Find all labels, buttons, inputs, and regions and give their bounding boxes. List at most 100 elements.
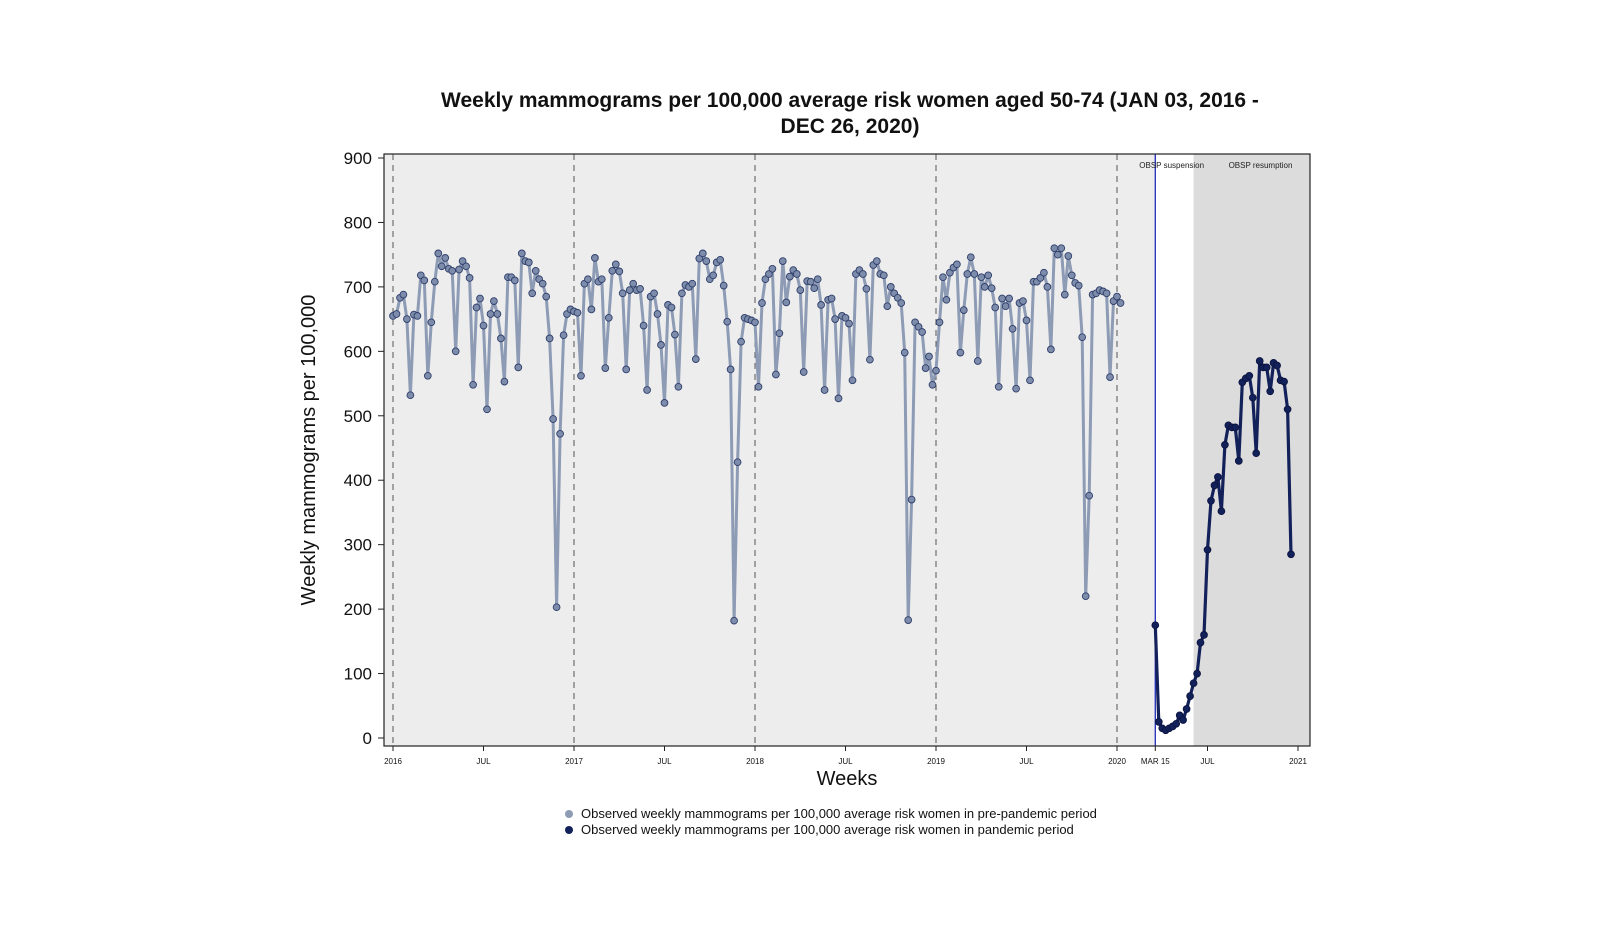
data-point-pre-pandemic: [994, 382, 1003, 391]
data-point-pre-pandemic: [778, 257, 787, 265]
data-point-pre-pandemic: [698, 249, 707, 258]
data-point-pre-pandemic: [935, 318, 944, 327]
legend-marker-pandemic: [565, 826, 573, 834]
data-point-pre-pandemic: [806, 277, 815, 286]
data-point-pandemic: [1189, 679, 1198, 688]
data-point-pandemic: [1210, 481, 1219, 490]
data-point-pre-pandemic: [831, 315, 839, 323]
data-point-pandemic: [1255, 357, 1264, 365]
data-point-pandemic: [1151, 621, 1160, 630]
data-point-pre-pandemic: [810, 284, 819, 293]
data-point-pre-pandemic: [733, 458, 742, 467]
data-point-pre-pandemic: [462, 262, 470, 271]
data-point-pre-pandemic: [848, 376, 857, 385]
data-point-pre-pandemic: [1001, 302, 1010, 311]
data-point-pandemic: [1262, 363, 1271, 372]
data-point-pre-pandemic: [472, 303, 481, 312]
data-point-pandemic: [1266, 387, 1275, 396]
data-point-pre-pandemic: [552, 603, 561, 612]
data-point-pre-pandemic: [726, 365, 735, 374]
data-point-pre-pandemic: [601, 364, 610, 372]
data-point-pre-pandemic: [674, 382, 683, 391]
data-point-pandemic: [1200, 631, 1208, 639]
x-axis-label: Weeks: [817, 768, 878, 790]
data-point-pre-pandemic: [939, 273, 947, 282]
data-point-pandemic: [1248, 393, 1257, 402]
data-point-pre-pandemic: [925, 352, 933, 361]
x-tick-label: JUL: [476, 757, 491, 766]
data-point-pre-pandemic: [928, 380, 937, 389]
annotation-obsp-resumption: OBSP resumption: [1229, 161, 1293, 170]
data-point-pre-pandemic: [845, 319, 853, 328]
data-point-pre-pandemic: [897, 299, 906, 307]
data-point-pre-pandemic: [1106, 373, 1114, 381]
chart-title-line-1: Weekly mammograms per 100,000 average ri…: [441, 89, 1259, 112]
data-point-pre-pandemic: [618, 289, 627, 298]
chart-title: Weekly mammograms per 100,000 average ri…: [380, 88, 1320, 140]
data-point-pre-pandemic: [841, 313, 850, 322]
data-point-pandemic: [1179, 716, 1187, 724]
data-point-pre-pandemic: [688, 279, 697, 288]
data-point-pre-pandemic: [591, 254, 599, 262]
data-point-pre-pandemic: [859, 270, 867, 278]
data-point-pre-pandemic: [918, 328, 926, 336]
data-point-pre-pandemic: [549, 415, 557, 423]
data-point-pre-pandemic: [785, 272, 794, 281]
data-point-pre-pandemic: [719, 281, 728, 290]
data-point-pre-pandemic: [751, 318, 759, 327]
y-tick-label: 600: [344, 342, 372, 361]
x-tick-label: JUL: [838, 757, 853, 766]
data-point-pre-pandemic: [1113, 292, 1121, 301]
data-point-pre-pandemic: [984, 271, 993, 280]
data-point-pre-pandemic: [427, 318, 436, 327]
data-point-pre-pandemic: [1050, 244, 1059, 253]
data-point-pandemic: [1172, 719, 1181, 728]
data-point-pandemic: [1182, 705, 1191, 713]
data-point-pre-pandemic: [893, 293, 902, 302]
data-point-pre-pandemic: [556, 429, 564, 438]
data-point-pre-pandemic: [932, 366, 940, 375]
data-point-pre-pandemic: [886, 283, 895, 291]
plot-shading: [384, 154, 1310, 746]
legend-marker-pre-pandemic: [565, 810, 573, 818]
data-point-pre-pandemic: [834, 394, 843, 403]
legend: Observed weekly mammograms per 100,000 a…: [565, 806, 1097, 838]
data-point-pandemic: [1273, 361, 1281, 370]
data-point-pre-pandemic: [476, 294, 484, 303]
data-point-pre-pandemic: [483, 405, 491, 414]
y-tick-label: 300: [344, 536, 372, 555]
data-point-pre-pandemic: [622, 365, 631, 374]
data-point-pre-pandemic: [883, 302, 892, 311]
data-point-pre-pandemic: [904, 616, 913, 624]
data-point-pre-pandemic: [716, 255, 725, 264]
data-point-pre-pandemic: [991, 303, 1000, 312]
data-series: [389, 244, 1295, 735]
x-tick-label: 2017: [565, 757, 583, 766]
data-point-pre-pandemic: [671, 330, 679, 339]
data-point-pre-pandemic: [817, 301, 825, 309]
data-point-pre-pandemic: [953, 260, 961, 269]
data-point-pre-pandemic: [796, 286, 805, 294]
x-tick-label: MAR 15: [1141, 757, 1170, 766]
data-point-pre-pandemic: [423, 371, 432, 380]
data-point-pre-pandemic: [604, 313, 613, 322]
x-tick-label: JUL: [1019, 757, 1034, 766]
data-point-pre-pandemic: [441, 254, 450, 262]
y-axis-label: Weekly mammograms per 100,000: [298, 295, 320, 606]
data-point-pre-pandemic: [510, 276, 519, 285]
chart-title-line-2: DEC 26, 2020): [780, 115, 920, 138]
suspension-region: [1155, 154, 1194, 746]
x-tick-label: JUL: [1200, 757, 1215, 766]
y-tick-label: 100: [344, 665, 372, 684]
data-point-pre-pandemic: [963, 270, 972, 278]
legend-item-pre-pandemic: Observed weekly mammograms per 100,000 a…: [565, 806, 1097, 822]
data-point-pre-pandemic: [611, 260, 620, 269]
data-point-pandemic: [1154, 718, 1163, 726]
data-point-pre-pandemic: [799, 368, 808, 376]
data-point-pre-pandemic: [490, 297, 498, 305]
data-point-pre-pandemic: [545, 334, 554, 343]
data-point-pre-pandemic: [1040, 268, 1048, 277]
legend-item-pandemic: Observed weekly mammograms per 100,000 a…: [565, 822, 1097, 838]
y-tick-label: 400: [344, 471, 372, 490]
